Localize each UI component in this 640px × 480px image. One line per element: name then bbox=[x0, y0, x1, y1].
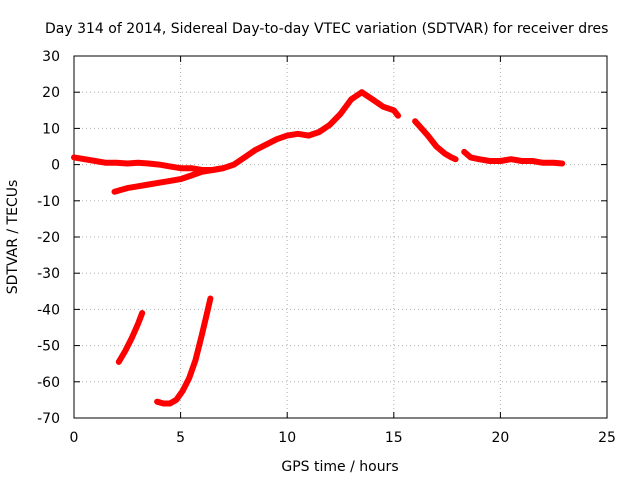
series-arc-2 bbox=[111, 89, 402, 195]
series-arc-6 bbox=[154, 295, 214, 407]
x-tick-label: 25 bbox=[598, 430, 616, 446]
grid-layer bbox=[74, 56, 607, 418]
x-tick-label: 10 bbox=[278, 430, 296, 446]
y-tick-label: -70 bbox=[37, 411, 60, 427]
x-tick-label: 0 bbox=[70, 430, 79, 446]
y-tick-label: -10 bbox=[37, 194, 60, 210]
x-tick-label: 20 bbox=[491, 430, 509, 446]
series-arc-4 bbox=[461, 148, 566, 167]
y-tick-label: -40 bbox=[37, 302, 60, 318]
x-axis-title: GPS time / hours bbox=[281, 459, 398, 475]
x-tick-label: 5 bbox=[176, 430, 185, 446]
y-tick-label: 0 bbox=[51, 158, 60, 174]
series-arc-3 bbox=[412, 118, 459, 163]
y-tick-label: 10 bbox=[42, 121, 60, 137]
y-tick-label: -50 bbox=[37, 339, 60, 355]
y-tick-label: -60 bbox=[37, 375, 60, 391]
y-tick-label: 30 bbox=[42, 49, 60, 65]
series-arc-1 bbox=[71, 154, 227, 173]
ticks-layer: 0 5 10 15 20 25 -70 -60 -50 -40 -30 -20 -10 0 10 20 30 bbox=[37, 49, 616, 446]
x-tick-label: 15 bbox=[385, 430, 403, 446]
y-tick-label: 20 bbox=[42, 85, 60, 101]
y-axis-title: SDTVAR / TECUs bbox=[5, 180, 21, 295]
y-tick-label: -20 bbox=[37, 230, 60, 246]
chart-title: Day 314 of 2014, Sidereal Day-to-day VTE… bbox=[45, 21, 608, 37]
series-arc-5 bbox=[115, 310, 146, 365]
series-layer bbox=[71, 89, 566, 407]
y-tick-label: -30 bbox=[37, 266, 60, 282]
